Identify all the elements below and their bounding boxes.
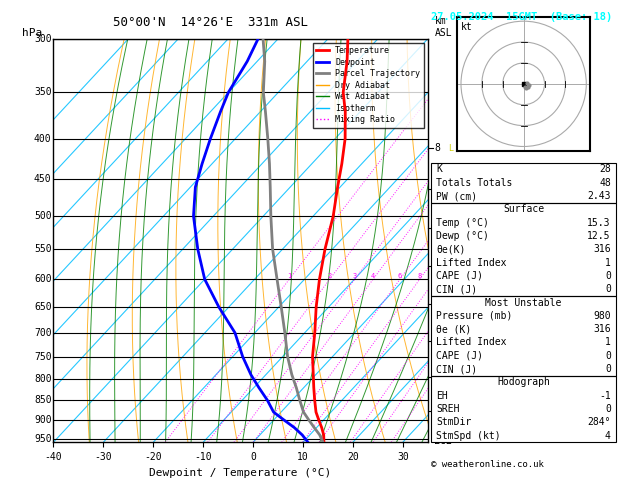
Text: CAPE (J): CAPE (J) bbox=[437, 351, 484, 361]
Text: L: L bbox=[448, 372, 454, 382]
Text: Most Unstable: Most Unstable bbox=[486, 297, 562, 308]
Text: 8: 8 bbox=[418, 273, 422, 279]
Text: 15.3: 15.3 bbox=[587, 218, 611, 228]
Bar bbox=[431, 203, 616, 296]
Text: km
ASL: km ASL bbox=[435, 17, 452, 38]
Text: 284°: 284° bbox=[587, 417, 611, 427]
Text: StmDir: StmDir bbox=[437, 417, 472, 427]
Text: 800: 800 bbox=[34, 374, 52, 384]
Text: L: L bbox=[448, 184, 454, 193]
Text: 900: 900 bbox=[34, 415, 52, 425]
Text: 6: 6 bbox=[435, 223, 440, 233]
X-axis label: Dewpoint / Temperature (°C): Dewpoint / Temperature (°C) bbox=[150, 468, 331, 478]
Text: 980: 980 bbox=[593, 311, 611, 321]
Text: L: L bbox=[448, 299, 454, 308]
Text: LCL: LCL bbox=[435, 436, 452, 446]
Text: 12.5: 12.5 bbox=[587, 231, 611, 241]
Text: 27.05.2024  15GMT  (Base: 18): 27.05.2024 15GMT (Base: 18) bbox=[431, 12, 612, 22]
Text: 6: 6 bbox=[398, 273, 402, 279]
Text: Lifted Index: Lifted Index bbox=[437, 258, 507, 268]
Text: 4: 4 bbox=[435, 299, 440, 309]
Text: kt: kt bbox=[461, 22, 472, 33]
Bar bbox=[431, 163, 616, 203]
Text: PW (cm): PW (cm) bbox=[437, 191, 477, 201]
Text: 950: 950 bbox=[34, 434, 52, 444]
Text: 8: 8 bbox=[435, 143, 440, 153]
Text: CAPE (J): CAPE (J) bbox=[437, 271, 484, 281]
Text: θe (K): θe (K) bbox=[437, 324, 472, 334]
Text: 316: 316 bbox=[593, 324, 611, 334]
Text: L: L bbox=[448, 406, 454, 416]
Text: Lifted Index: Lifted Index bbox=[437, 337, 507, 347]
Text: Temp (°C): Temp (°C) bbox=[437, 218, 489, 228]
Text: EH: EH bbox=[437, 391, 448, 400]
Text: 1: 1 bbox=[435, 406, 440, 416]
Text: L: L bbox=[448, 223, 454, 232]
Text: 700: 700 bbox=[34, 328, 52, 338]
Text: 350: 350 bbox=[34, 87, 52, 97]
Text: Mixing Ratio (g/kg): Mixing Ratio (g/kg) bbox=[456, 185, 466, 296]
Text: 316: 316 bbox=[593, 244, 611, 254]
Text: 50°00'N  14°26'E  331m ASL: 50°00'N 14°26'E 331m ASL bbox=[113, 16, 308, 29]
Text: L: L bbox=[448, 336, 454, 345]
Text: 7: 7 bbox=[435, 184, 440, 193]
Text: 0: 0 bbox=[605, 284, 611, 294]
Text: SREH: SREH bbox=[437, 404, 460, 414]
Text: StmSpd (kt): StmSpd (kt) bbox=[437, 431, 501, 441]
Text: 0: 0 bbox=[605, 271, 611, 281]
Text: L: L bbox=[448, 262, 454, 271]
Text: 28: 28 bbox=[599, 164, 611, 174]
Text: 48: 48 bbox=[599, 178, 611, 188]
Bar bbox=[431, 296, 616, 376]
Text: 550: 550 bbox=[34, 244, 52, 254]
Text: hPa: hPa bbox=[21, 28, 42, 38]
Text: 3: 3 bbox=[352, 273, 357, 279]
Text: 4: 4 bbox=[605, 431, 611, 441]
Text: Pressure (mb): Pressure (mb) bbox=[437, 311, 513, 321]
Text: 2.43: 2.43 bbox=[587, 191, 611, 201]
Text: 0: 0 bbox=[605, 364, 611, 374]
Text: CIN (J): CIN (J) bbox=[437, 284, 477, 294]
Text: 3: 3 bbox=[435, 335, 440, 346]
Text: 5: 5 bbox=[435, 261, 440, 271]
Text: 4: 4 bbox=[371, 273, 375, 279]
Text: 600: 600 bbox=[34, 274, 52, 284]
Text: 750: 750 bbox=[34, 352, 52, 362]
Text: 850: 850 bbox=[34, 395, 52, 405]
Text: 2: 2 bbox=[328, 273, 331, 279]
Text: Totals Totals: Totals Totals bbox=[437, 178, 513, 188]
Bar bbox=[431, 376, 616, 442]
Text: 0: 0 bbox=[605, 404, 611, 414]
Text: 400: 400 bbox=[34, 134, 52, 144]
Text: -1: -1 bbox=[599, 391, 611, 400]
Text: 450: 450 bbox=[34, 174, 52, 185]
Text: CIN (J): CIN (J) bbox=[437, 364, 477, 374]
Text: Dewp (°C): Dewp (°C) bbox=[437, 231, 489, 241]
Text: K: K bbox=[437, 164, 442, 174]
Text: 500: 500 bbox=[34, 211, 52, 221]
Text: 1: 1 bbox=[605, 258, 611, 268]
Text: 300: 300 bbox=[34, 34, 52, 44]
Text: 1: 1 bbox=[287, 273, 291, 279]
Text: © weatheronline.co.uk: © weatheronline.co.uk bbox=[431, 460, 543, 469]
Legend: Temperature, Dewpoint, Parcel Trajectory, Dry Adiabat, Wet Adiabat, Isotherm, Mi: Temperature, Dewpoint, Parcel Trajectory… bbox=[313, 43, 423, 128]
Text: θe(K): θe(K) bbox=[437, 244, 466, 254]
Text: L: L bbox=[448, 143, 454, 153]
Text: Hodograph: Hodograph bbox=[497, 377, 550, 387]
Text: Surface: Surface bbox=[503, 205, 544, 214]
Text: 0: 0 bbox=[605, 351, 611, 361]
Text: 2: 2 bbox=[435, 372, 440, 382]
Text: 1: 1 bbox=[605, 337, 611, 347]
Text: 650: 650 bbox=[34, 302, 52, 312]
